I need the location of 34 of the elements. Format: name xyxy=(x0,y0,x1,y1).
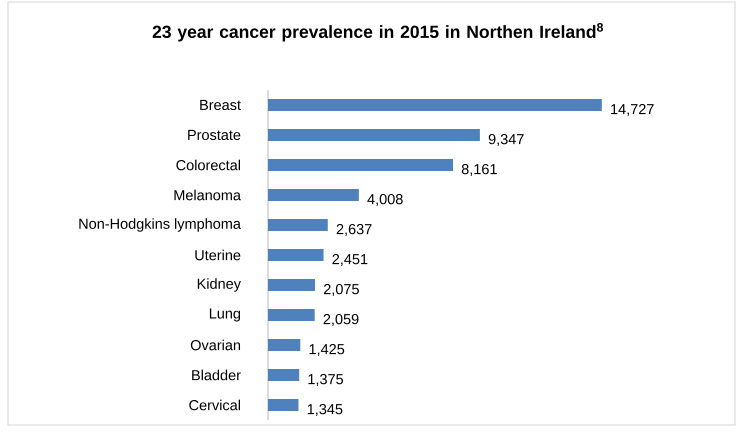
bar xyxy=(268,218,328,231)
y-tick-label: Uterine xyxy=(195,250,240,260)
bar xyxy=(268,98,602,111)
y-tick-label: Melanoma xyxy=(174,190,241,200)
data-label: 2,637 xyxy=(336,224,372,236)
bar xyxy=(268,248,324,261)
y-tick-label: Kidney xyxy=(198,278,241,292)
y-tick-label: Breast xyxy=(200,100,241,110)
y-tick-label: Ovarian xyxy=(190,340,240,350)
chart-title: 23 year cancer prevalence in 2015 in Northen Ireland$^{8}$ xyxy=(152,23,604,42)
bar xyxy=(268,398,298,411)
data-label: 2,075 xyxy=(324,284,359,296)
y-tick-label: Non-Hodgkins lymphoma xyxy=(79,218,241,232)
bar xyxy=(268,368,300,381)
bar xyxy=(268,128,480,141)
bar xyxy=(268,308,315,321)
data-label: 1,375 xyxy=(308,374,344,386)
data-label: 1,345 xyxy=(308,404,342,416)
data-label: 2,059 xyxy=(324,314,358,326)
y-tick-label: Cervical xyxy=(189,400,240,410)
data-label: 9,347 xyxy=(488,134,524,146)
data-label: 8,161 xyxy=(462,164,497,176)
data-label: 2,451 xyxy=(332,254,368,266)
y-tick-label: Bladder xyxy=(192,370,241,380)
data-label: 14,727 xyxy=(611,104,654,116)
y-tick-label: Prostate xyxy=(188,130,240,140)
bar xyxy=(268,158,453,171)
bar xyxy=(268,278,316,291)
bar xyxy=(268,338,300,351)
bar xyxy=(268,188,359,201)
data-label: 4,008 xyxy=(367,194,403,206)
data-label: 1,425 xyxy=(310,344,344,356)
y-tick-label: Lung xyxy=(210,308,240,322)
y-tick-label: Colorectal xyxy=(176,160,240,170)
